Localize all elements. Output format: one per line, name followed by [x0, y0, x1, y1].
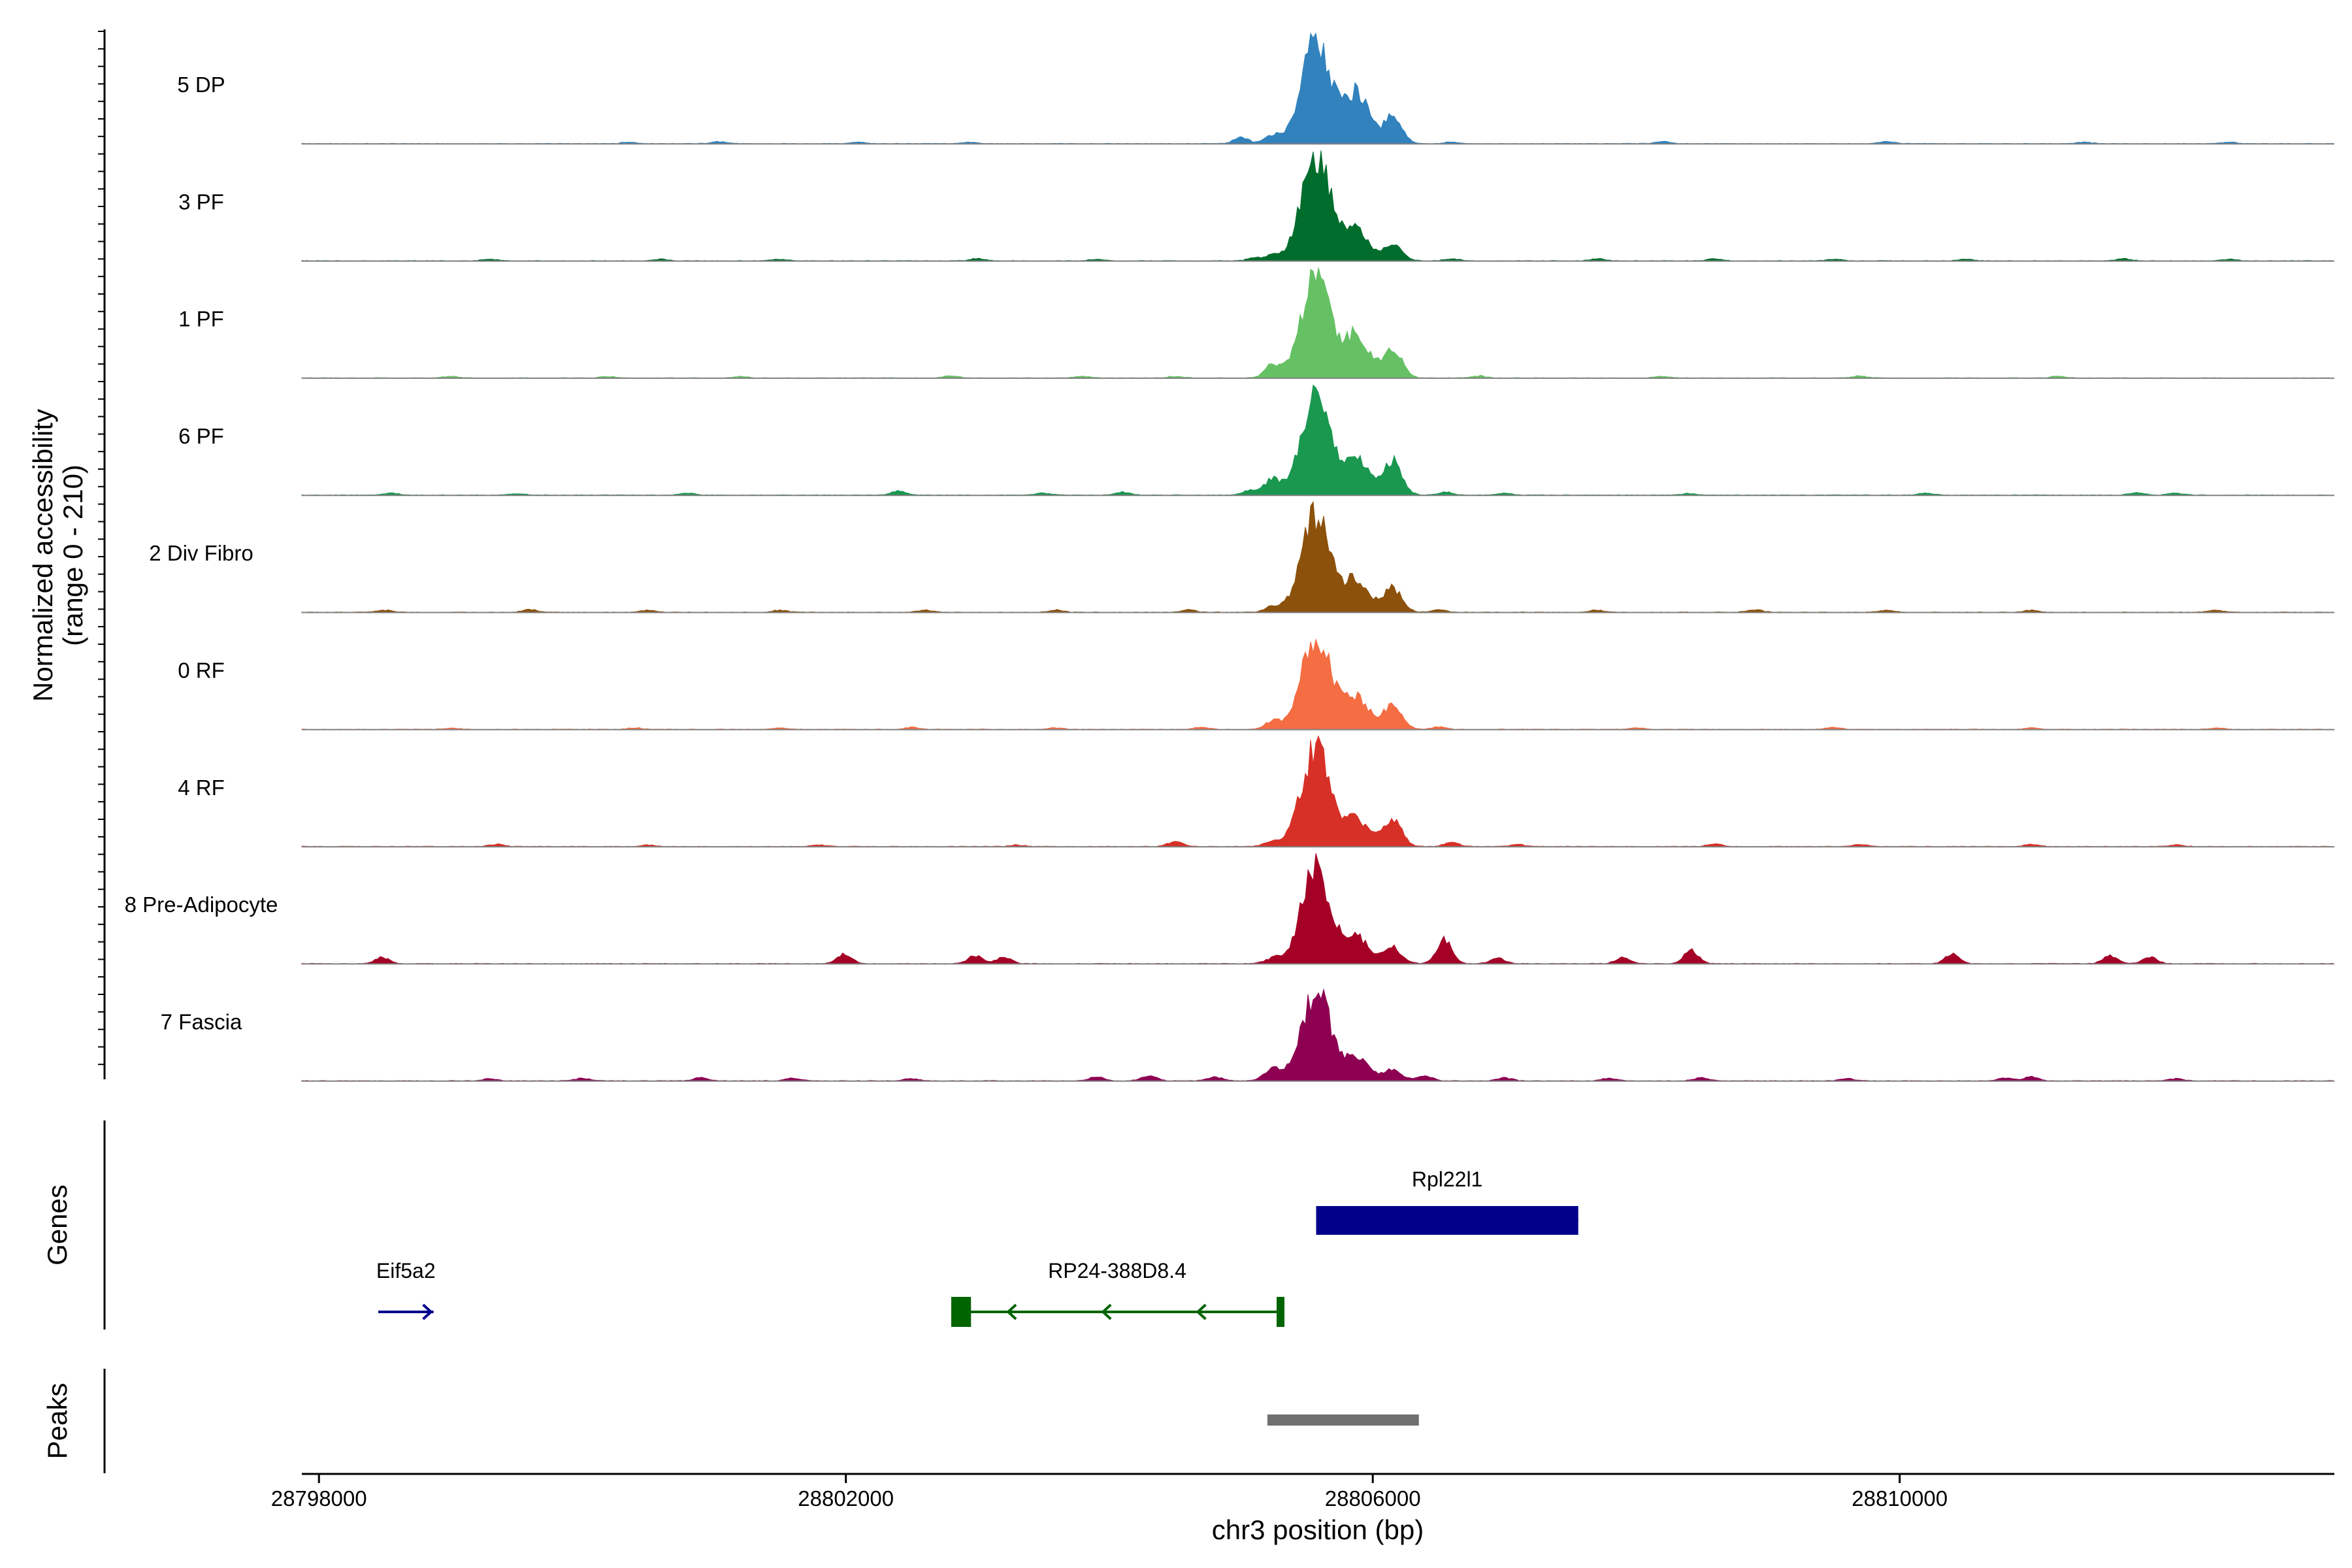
y-axis-title: Normalized accessibility: [27, 409, 58, 702]
coverage-track: 5 DP: [177, 32, 2335, 145]
track-label: 4 RF: [178, 776, 225, 800]
gene-label: Eif5a2: [376, 1259, 436, 1282]
coverage-track: 0 RF: [178, 638, 2335, 730]
coverage-area: [301, 150, 2335, 262]
peaks-track-title: Peaks: [42, 1383, 73, 1460]
peak-region: [1267, 1414, 1419, 1426]
track-label: 3 PF: [178, 189, 224, 214]
coverage-track: 2 Div Fibro: [149, 500, 2335, 613]
coverage-track: 1 PF: [178, 267, 2335, 379]
strand-arrow: [1101, 1303, 1112, 1320]
track-label: 7 Fascia: [161, 1009, 242, 1034]
track-label: 0 RF: [178, 659, 225, 683]
peaks-track: [1267, 1414, 1419, 1426]
coverage-area: [301, 853, 2335, 964]
x-tick-label: 28798000: [271, 1486, 367, 1511]
x-tick-label: 28810000: [1852, 1486, 1948, 1511]
coverage-y-ticks: [98, 31, 105, 1066]
track-label: 6 PF: [178, 424, 224, 448]
genes-track: Rpl22l1 Eif5a2 RP24-388D8.4: [376, 1168, 1578, 1327]
coverage-track: 6 PF: [178, 384, 2334, 497]
coverage-area: [301, 638, 2335, 730]
coverage-area: [301, 384, 2334, 496]
x-axis-title: chr3 position (bp): [1212, 1514, 1424, 1545]
x-tick-label: 28802000: [798, 1486, 894, 1511]
x-tick-label: 28806000: [1325, 1486, 1421, 1511]
gene-model: RP24-388D8.4: [951, 1259, 1284, 1327]
coverage-area: [301, 988, 2335, 1082]
gene-exon: [951, 1297, 972, 1327]
coverage-area: [301, 735, 2335, 847]
coverage-area: [301, 32, 2335, 144]
strand-arrow: [1196, 1303, 1207, 1320]
coverage-track: 7 Fascia: [161, 988, 2335, 1082]
strand-arrow: [422, 1303, 433, 1320]
coverage-area: [301, 267, 2335, 379]
track-label: 8 Pre-Adipocyte: [125, 892, 278, 917]
gene-exon: [1276, 1297, 1284, 1327]
gene-model: Eif5a2: [376, 1259, 436, 1320]
coverage-area: [301, 500, 2335, 613]
track-label: 5 DP: [177, 73, 225, 97]
coverage-track: 3 PF: [178, 150, 2335, 262]
y-axis-range-label: (range 0 - 210): [57, 465, 88, 646]
gene-label: RP24-388D8.4: [1048, 1259, 1186, 1282]
gene-exon: [1316, 1206, 1578, 1235]
coverage-tracks: 5 DP 3 PF 1 PF 6 PF 2 Div Fibro 0 RF 4 RF 8 Pre…: [125, 32, 2335, 1082]
gene-label: Rpl22l1: [1412, 1168, 1483, 1191]
coverage-track: 8 Pre-Adipocyte: [125, 853, 2335, 965]
x-axis-ticks: 28798000 28802000 28806000 28810000: [271, 1474, 1948, 1511]
coverage-track: 4 RF: [178, 735, 2335, 848]
strand-arrow: [1006, 1303, 1017, 1320]
genes-track-title: Genes: [42, 1184, 73, 1266]
track-label: 1 PF: [178, 307, 224, 331]
gene-model: Rpl22l1: [1316, 1168, 1578, 1235]
track-label: 2 Div Fibro: [149, 541, 253, 565]
